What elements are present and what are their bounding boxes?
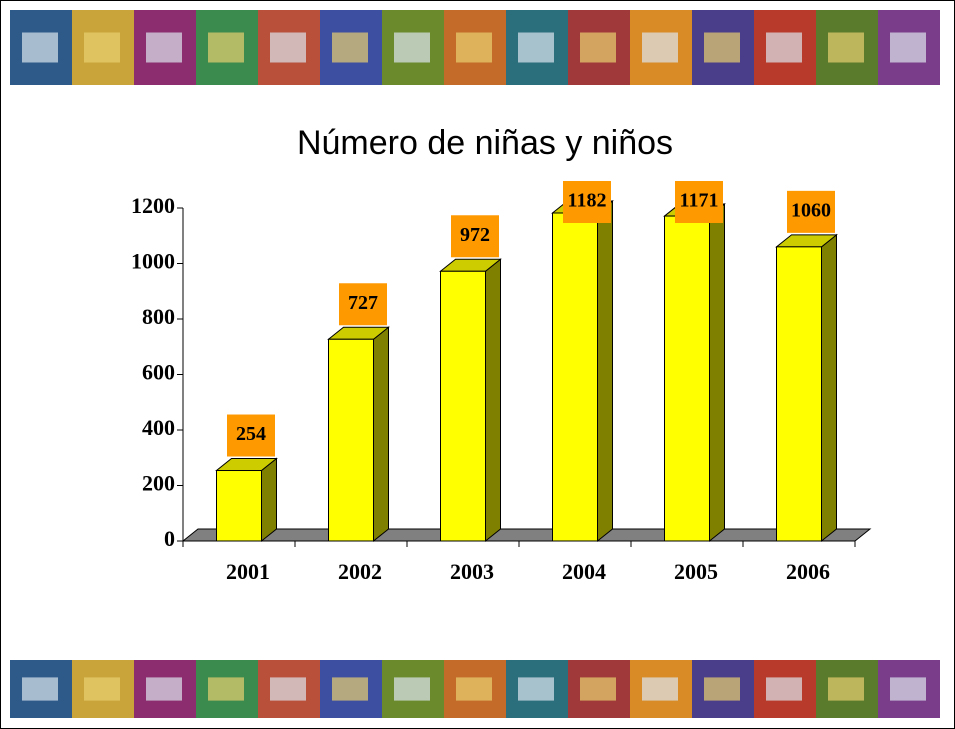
bar-side <box>710 204 725 541</box>
banner-motif <box>642 677 678 700</box>
bar <box>777 247 822 541</box>
slide: Número de niñas y niños 0 200 400 600 800 100… <box>0 0 955 729</box>
bar <box>665 216 710 541</box>
banner-motif <box>208 33 244 63</box>
bar <box>329 339 374 541</box>
y-tick-label: 600 <box>142 360 175 385</box>
bar-side <box>598 201 613 541</box>
banner-motif <box>766 677 802 700</box>
x-tick-label: 2004 <box>562 559 606 584</box>
x-tick-label: 2005 <box>674 559 718 584</box>
value-label: 1182 <box>568 190 607 212</box>
banner-motif <box>642 33 678 63</box>
y-tick-label: 400 <box>142 415 175 440</box>
x-tick-label: 2003 <box>450 559 494 584</box>
value-label: 972 <box>460 224 490 246</box>
chart-title: Número de niñas y niños <box>297 124 673 162</box>
banner-motif <box>208 677 244 700</box>
y-tick-label: 1200 <box>131 193 175 218</box>
banner <box>10 10 940 85</box>
banner-motif <box>580 677 616 700</box>
banner-motif <box>146 677 182 700</box>
banner-motif <box>84 677 120 700</box>
banner-motif <box>890 33 926 63</box>
banner-motif <box>456 33 492 63</box>
banner-motif <box>704 677 740 700</box>
value-label: 254 <box>236 423 266 445</box>
value-label: 1060 <box>791 199 831 221</box>
banner-motif <box>890 677 926 700</box>
banner-motif <box>828 677 864 700</box>
banner-motif <box>270 33 306 63</box>
bar <box>217 471 262 541</box>
banner-motif <box>394 33 430 63</box>
banner <box>10 660 940 718</box>
value-label: 1171 <box>680 190 719 212</box>
bar-side <box>374 327 389 541</box>
y-tick-label: 200 <box>142 471 175 496</box>
banner-motif <box>704 33 740 63</box>
banner-motif <box>22 677 58 700</box>
banner-motif <box>146 33 182 63</box>
x-tick-label: 2002 <box>338 559 382 584</box>
y-tick-label: 0 <box>164 526 175 551</box>
banner-motif <box>518 33 554 63</box>
value-label: 727 <box>348 292 378 314</box>
banner-motif <box>580 33 616 63</box>
y-tick-label: 1000 <box>131 249 175 274</box>
y-tick-label: 800 <box>142 304 175 329</box>
bar-side <box>262 459 277 541</box>
banner-motif <box>84 33 120 63</box>
floor <box>183 529 870 541</box>
banner-motif <box>22 33 58 63</box>
bar <box>553 213 598 541</box>
banner-motif <box>828 33 864 63</box>
banner-motif <box>394 677 430 700</box>
bar-side <box>822 235 837 541</box>
banner-motif <box>456 677 492 700</box>
bar <box>441 271 486 541</box>
x-tick-label: 2001 <box>226 559 270 584</box>
banner-motif <box>270 677 306 700</box>
bar-side <box>486 259 501 541</box>
banner-motif <box>332 677 368 700</box>
banner-motif <box>518 677 554 700</box>
banner-motif <box>766 33 802 63</box>
x-tick-label: 2006 <box>786 559 830 584</box>
banner-motif <box>332 33 368 63</box>
